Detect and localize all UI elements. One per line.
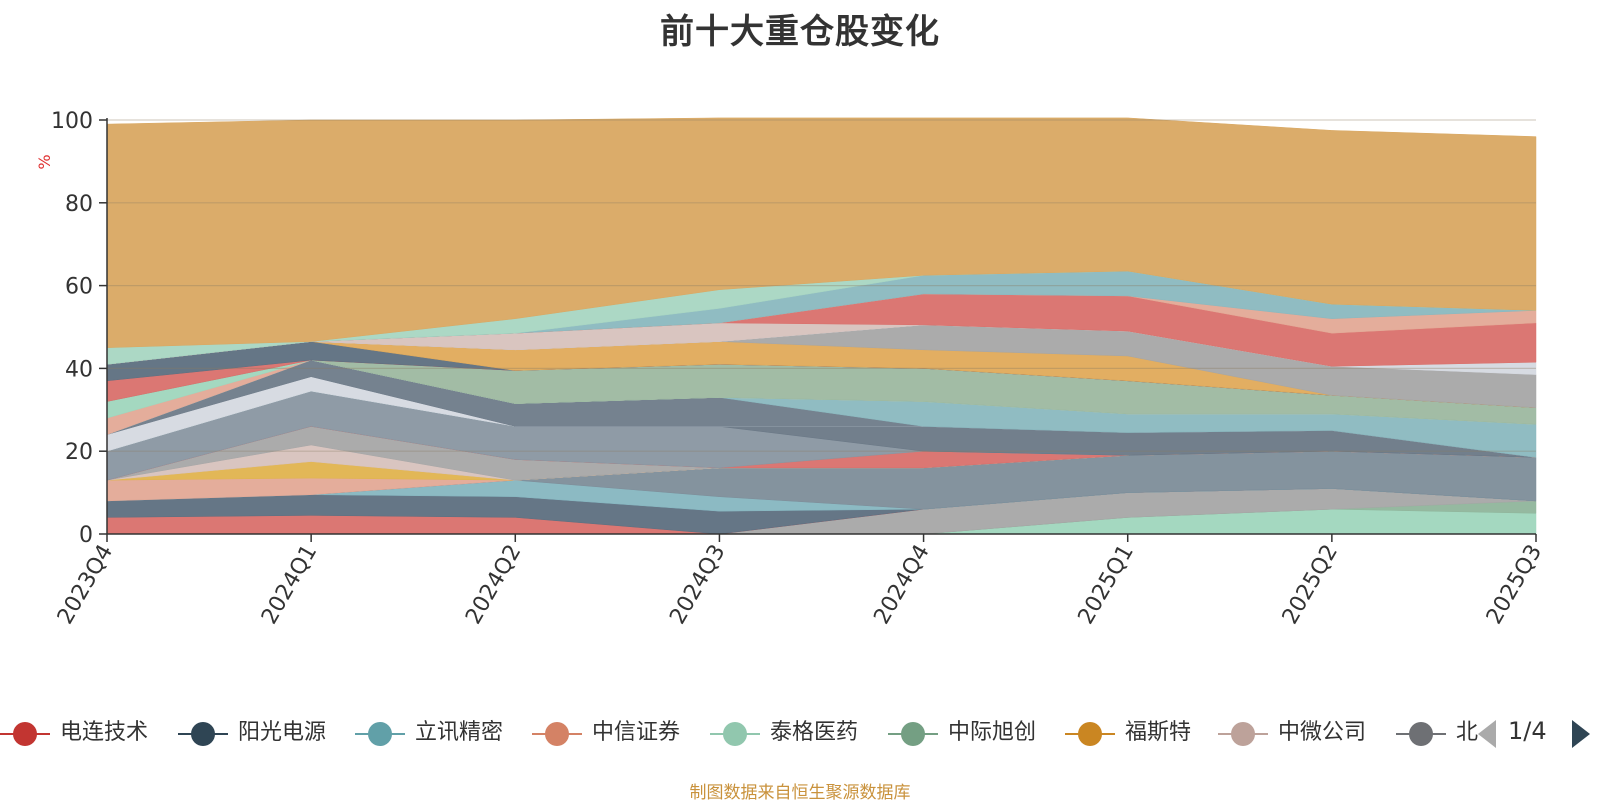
y-tick-label: 80	[65, 192, 93, 217]
legend-label: 北	[1456, 720, 1479, 745]
y-tick-label: 60	[65, 275, 93, 300]
legend-label: 泰格医药	[770, 720, 859, 745]
y-tick-label: 40	[65, 357, 93, 382]
x-tick-label: 2024Q4	[869, 541, 934, 629]
legend-dot-marker	[901, 722, 925, 746]
chart-title: 前十大重仓股变化	[660, 12, 940, 52]
legend-dot-marker	[368, 722, 392, 746]
legend-label: 中际旭创	[948, 720, 1037, 745]
legend-pager: 1/4	[1460, 714, 1600, 754]
x-tick-label: 2024Q3	[665, 541, 730, 629]
legend-dot-marker	[545, 722, 569, 746]
x-tick-label: 2024Q2	[461, 541, 526, 629]
legend-page-indicator: 1/4	[1508, 717, 1547, 745]
legend-label: 福斯特	[1125, 720, 1192, 745]
legend-label: 中信证券	[592, 720, 681, 745]
x-tick-label: 2023Q4	[53, 541, 118, 629]
y-tick-label: 0	[79, 523, 93, 548]
chart-legend: 电连技术 阳光电源 立讯精密 中信证券 泰格医药 中际旭创 福斯特 中微公司 北	[0, 714, 1600, 754]
x-tick-label: 2024Q1	[257, 541, 322, 629]
stacked-area-chart: 0 20 40 60 80 100 2023Q4 2024Q1 2024Q2 2024Q3 2024…	[35, 109, 1547, 629]
legend-dot-marker	[1409, 722, 1433, 746]
y-axis-label: %	[35, 154, 54, 169]
legend-label: 立讯精密	[415, 720, 504, 745]
legend-prev-arrow-icon[interactable]	[1478, 720, 1496, 748]
y-tick-label: 20	[65, 440, 93, 465]
area-series-group	[106, 117, 1537, 535]
data-source-note: 制图数据来自恒生聚源数据库	[689, 783, 911, 803]
x-tick-label: 2025Q2	[1278, 541, 1343, 629]
legend-dot-marker	[1078, 722, 1102, 746]
legend-label: 电连技术	[60, 720, 149, 745]
legend-next-arrow-icon[interactable]	[1572, 720, 1590, 748]
x-tick-label: 2025Q3	[1482, 541, 1547, 629]
x-tick-label: 2025Q1	[1074, 541, 1139, 629]
area-series-32	[106, 117, 1537, 348]
legend-label: 中微公司	[1278, 720, 1367, 745]
legend-dot-marker	[191, 722, 215, 746]
grid-lines	[107, 119, 1536, 452]
legend-dot-marker	[13, 722, 37, 746]
y-tick-label: 100	[51, 109, 93, 134]
legend-dot-marker	[723, 722, 747, 746]
legend-label: 阳光电源	[238, 720, 327, 745]
legend-dot-marker	[1231, 722, 1255, 746]
